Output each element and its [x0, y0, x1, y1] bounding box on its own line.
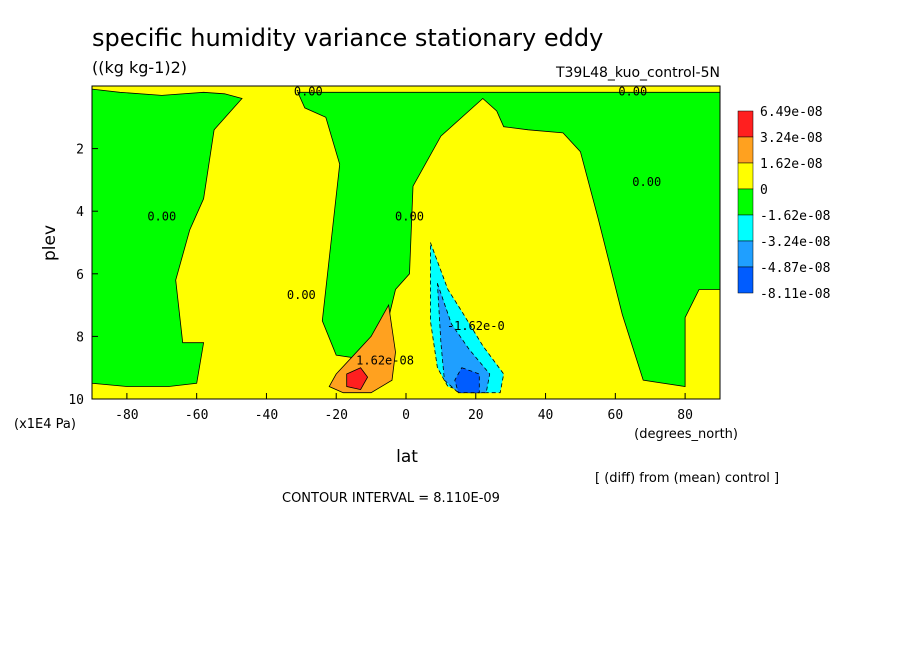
x-axis-label: lat: [396, 447, 418, 467]
legend-level-4: -1.62e-08: [760, 209, 830, 224]
x-tick-label-2: -40: [255, 408, 278, 423]
legend-swatch-6: [737, 266, 754, 294]
y-tick-label-4: 10: [68, 393, 84, 408]
contour-region-3: [437, 283, 491, 394]
legend-swatch-1: [737, 136, 754, 164]
legend-level-1: 3.24e-08: [760, 131, 823, 146]
contour-label-0: 0.00: [294, 84, 323, 98]
legend-swatch-3: [737, 188, 754, 216]
y-tick-label-0: 2: [76, 143, 84, 158]
legend-swatch-0: [737, 110, 754, 138]
contour-interval: CONTOUR INTERVAL = 8.110E-09: [282, 491, 500, 506]
x-tick-label-8: 80: [677, 408, 693, 423]
contour-region-5: [328, 303, 396, 394]
contour-label-4: 0.00: [287, 288, 316, 302]
legend-level-5: -3.24e-08: [760, 235, 830, 250]
x-axis: -80 -60 -40 -20 0 20 40 60 80: [115, 393, 693, 423]
contour-label-2: 0.00: [147, 210, 176, 224]
chart-units: ((kg kg-1)2): [92, 58, 187, 77]
legend-level-7: -8.11e-08: [760, 287, 830, 302]
run-label: T39L48_kuo_control-5N: [555, 65, 720, 81]
y-axis-label: plev: [40, 225, 60, 261]
x-tick-label-5: 20: [468, 408, 484, 423]
legend-level-3: 0: [760, 183, 768, 198]
y-axis-units: (x1E4 Pa): [14, 417, 76, 432]
contour-label-3: 0.00: [395, 210, 424, 224]
y-tick-label-1: 4: [76, 205, 84, 220]
legend-swatch-2: [737, 162, 754, 190]
legend-level-0: 6.49e-08: [760, 105, 823, 120]
y-axis: 2 4 6 8 10: [68, 143, 98, 408]
contour-region-1: [297, 91, 721, 387]
x-tick-label-6: 40: [538, 408, 554, 423]
plot-area: 0.00 0.00 0.00 0.00 0.00 0.00 1.62e-08 -1.62e-0: [91, 84, 721, 399]
chart-title: specific humidity variance stationary ed…: [92, 24, 603, 52]
contour-label-7: -1.62e-0: [447, 319, 505, 333]
x-tick-label-4: 0: [402, 408, 410, 423]
x-tick-label-7: 60: [608, 408, 624, 423]
contour-region-6: [346, 367, 369, 391]
color-legend: 6.49e-08 3.24e-08 1.62e-08 0 -1.62e-08 -3.24e…: [737, 105, 830, 302]
y-tick-label-3: 8: [76, 330, 84, 345]
x-tick-label-1: -60: [185, 408, 208, 423]
x-axis-units: (degrees_north): [634, 427, 738, 442]
legend-swatch-5: [737, 240, 754, 268]
legend-level-2: 1.62e-08: [760, 157, 823, 172]
contour-region-4: [454, 367, 480, 394]
y-tick-label-2: 6: [76, 268, 84, 283]
contour-label-5: 0.00: [632, 175, 661, 189]
legend-level-6: -4.87e-08: [760, 261, 830, 276]
contour-region-0: [91, 88, 243, 387]
contour-label-1: 0.00: [618, 84, 647, 98]
contour-label-6: 1.62e-08: [356, 354, 414, 368]
legend-swatch-4: [737, 214, 754, 242]
x-tick-label-0: -80: [115, 408, 138, 423]
x-tick-label-3: -20: [324, 408, 347, 423]
diff-note: [ (diff) from (mean) control ]: [595, 471, 779, 486]
